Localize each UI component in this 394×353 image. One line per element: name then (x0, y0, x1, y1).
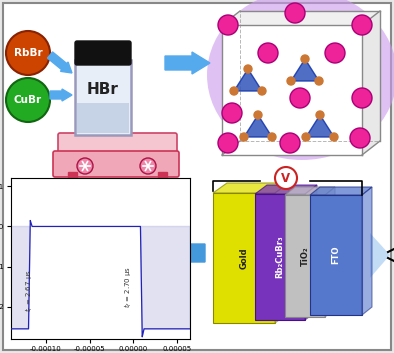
FancyBboxPatch shape (75, 41, 131, 65)
Polygon shape (291, 59, 319, 81)
FancyBboxPatch shape (3, 3, 391, 350)
Polygon shape (285, 195, 325, 317)
Polygon shape (213, 183, 289, 193)
FancyArrow shape (162, 240, 205, 266)
Polygon shape (362, 187, 372, 315)
Circle shape (352, 88, 372, 108)
Text: V: V (281, 172, 290, 185)
Polygon shape (310, 187, 372, 195)
Polygon shape (325, 187, 335, 317)
Text: Gold: Gold (240, 247, 249, 269)
Circle shape (290, 88, 310, 108)
Text: TiO₂: TiO₂ (301, 246, 310, 266)
Circle shape (268, 133, 276, 141)
Text: Rb₂CuBr₃: Rb₂CuBr₃ (275, 236, 284, 278)
FancyBboxPatch shape (75, 60, 131, 135)
Text: $t_r$ = 2.67 μs: $t_r$ = 2.67 μs (24, 269, 35, 312)
FancyArrow shape (50, 89, 72, 101)
Circle shape (258, 87, 266, 95)
Polygon shape (234, 69, 262, 91)
Polygon shape (306, 115, 334, 137)
Polygon shape (362, 11, 380, 155)
Circle shape (230, 87, 238, 95)
Circle shape (258, 43, 278, 63)
Circle shape (6, 78, 50, 122)
Circle shape (244, 65, 252, 73)
Circle shape (315, 77, 323, 85)
Circle shape (316, 111, 324, 119)
Circle shape (301, 55, 309, 63)
Circle shape (240, 133, 248, 141)
FancyBboxPatch shape (58, 133, 177, 159)
Circle shape (280, 133, 300, 153)
Polygon shape (255, 194, 305, 320)
Text: $t_f$ = 2.70 μs: $t_f$ = 2.70 μs (123, 266, 134, 308)
FancyArrow shape (47, 52, 72, 73)
Circle shape (218, 133, 238, 153)
Bar (68, 172, 77, 188)
Polygon shape (222, 11, 380, 25)
Circle shape (218, 15, 238, 35)
Circle shape (287, 77, 295, 85)
Polygon shape (310, 195, 362, 315)
Circle shape (350, 128, 370, 148)
Polygon shape (370, 233, 390, 278)
Polygon shape (275, 183, 289, 323)
Circle shape (222, 103, 242, 123)
Ellipse shape (207, 0, 394, 160)
Circle shape (352, 15, 372, 35)
Polygon shape (305, 185, 317, 320)
Circle shape (140, 158, 156, 174)
Circle shape (275, 167, 297, 189)
FancyBboxPatch shape (77, 103, 129, 133)
Polygon shape (244, 115, 272, 137)
FancyArrow shape (165, 52, 210, 74)
Circle shape (325, 43, 345, 63)
Polygon shape (213, 193, 275, 323)
Text: FTO: FTO (331, 246, 340, 264)
Text: RbBr: RbBr (14, 48, 42, 58)
Circle shape (330, 133, 338, 141)
Circle shape (77, 158, 93, 174)
Circle shape (6, 31, 50, 75)
Bar (158, 172, 167, 188)
Polygon shape (255, 185, 317, 194)
Circle shape (302, 133, 310, 141)
Circle shape (254, 111, 262, 119)
Circle shape (285, 3, 305, 23)
FancyBboxPatch shape (53, 151, 179, 177)
Text: CuBr: CuBr (14, 95, 42, 105)
Polygon shape (222, 25, 362, 155)
Polygon shape (285, 187, 335, 195)
Text: HBr: HBr (87, 83, 119, 97)
